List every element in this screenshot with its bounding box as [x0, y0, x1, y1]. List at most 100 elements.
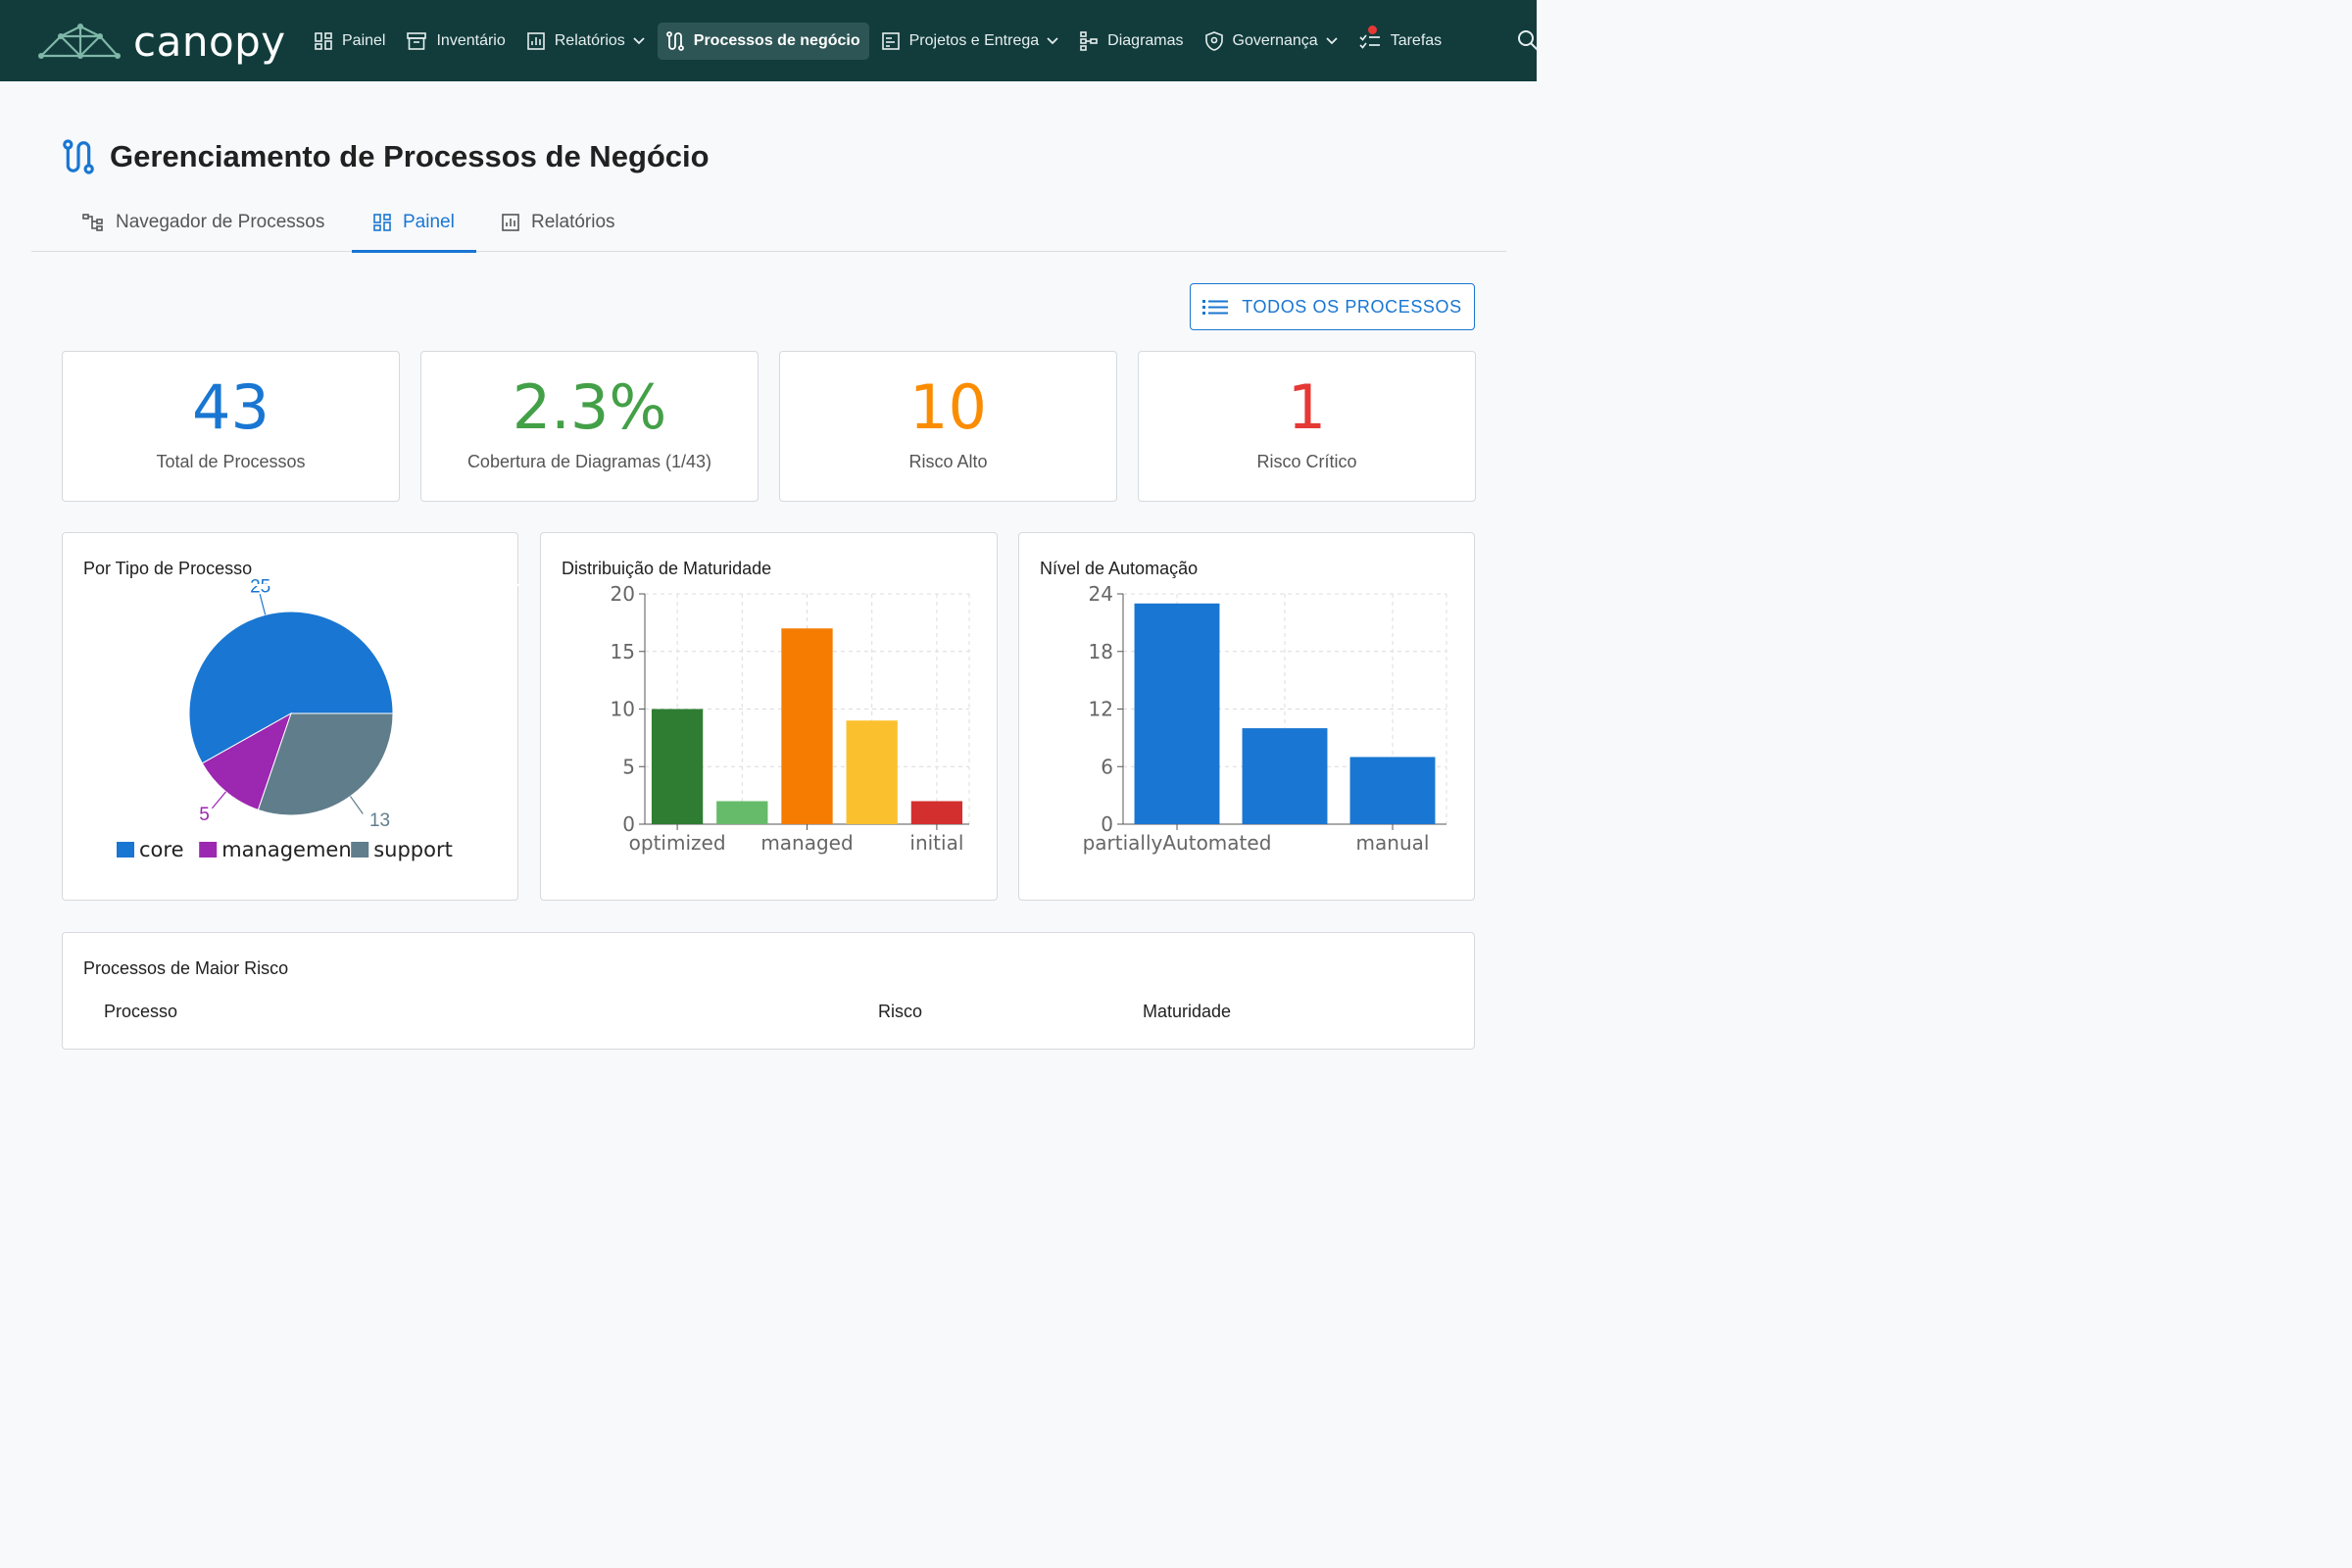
top-navigation-bar: canopy Painel Inventário Relatórios Proc…	[0, 0, 1539, 81]
nav-item-label: Diagramas	[1107, 32, 1184, 49]
nav-item-processos[interactable]: Processos de negócio	[657, 23, 869, 60]
column-header-processo[interactable]: Processo	[104, 1002, 178, 1021]
stat-value: 10	[909, 371, 987, 443]
tab-painel[interactable]: Painel	[352, 192, 476, 253]
bar-2[interactable]	[1349, 757, 1436, 824]
legend-label-core[interactable]: core	[139, 838, 184, 861]
stat-value: 1	[1287, 371, 1327, 443]
bar-0[interactable]	[1134, 603, 1220, 824]
x-tick-label: manual	[1356, 831, 1430, 855]
x-tick-label: optimized	[629, 831, 726, 855]
y-tick-label: 15	[611, 640, 635, 663]
stat-label: Total de Processos	[156, 452, 306, 471]
stat-label: Cobertura de Diagramas (1/43)	[466, 452, 712, 471]
pie-value-label: 5	[199, 805, 210, 825]
search-icon	[1518, 30, 1539, 51]
tab-label: Navegador de Processos	[116, 211, 325, 232]
bar-0[interactable]	[651, 709, 704, 825]
nav-item-tarefas[interactable]: Tarefas	[1350, 23, 1450, 60]
nav-item-painel[interactable]: Painel	[306, 23, 394, 60]
y-tick-label: 6	[1101, 755, 1113, 778]
report-icon	[526, 32, 545, 50]
pie-value-label: 13	[369, 810, 390, 831]
report-icon	[502, 213, 519, 231]
tab-label: Relatórios	[531, 211, 615, 232]
brand-name: canopy	[133, 18, 286, 66]
y-tick-label: 12	[1089, 698, 1113, 721]
project-icon	[881, 32, 900, 50]
page-header: Gerenciamento de Processos de Negócio	[63, 139, 710, 174]
nav-item-label: Processos de negócio	[693, 32, 860, 49]
nav-item-label: Tarefas	[1390, 32, 1443, 49]
y-tick-label: 10	[611, 698, 635, 721]
chart-title: Por Tipo de Processo	[83, 559, 253, 578]
pie-value-label: 25	[250, 576, 270, 597]
chevron-down-icon	[1326, 37, 1338, 45]
bar-2[interactable]	[781, 628, 833, 824]
search-button[interactable]	[1517, 29, 1539, 56]
stat-value: 2.3%	[512, 371, 667, 443]
nav-item-relatorios[interactable]: Relatórios	[518, 23, 654, 60]
tab-label: Painel	[403, 211, 455, 232]
chevron-down-icon	[633, 37, 645, 45]
pie-label-leader	[350, 796, 364, 814]
bar-3[interactable]	[846, 720, 898, 824]
nav-item-label: Projetos e Entrega	[908, 32, 1040, 49]
stat-card-critical-risk: 1 Risco Crítico	[1138, 351, 1476, 502]
legend-label-management[interactable]: management	[221, 838, 360, 861]
archive-icon	[407, 32, 427, 50]
legend-swatch-core	[117, 842, 134, 858]
maturity-bar-chart: 0 5 10 15 20 optimized managed initial	[611, 582, 970, 855]
pie-label-leader	[211, 791, 226, 809]
chart-title: Nível de Automação	[1040, 559, 1199, 578]
process-icon	[665, 31, 684, 51]
bar-1[interactable]	[1242, 728, 1328, 824]
stat-card-total: 43 Total de Processos	[62, 351, 400, 502]
legend-swatch-support	[351, 842, 369, 858]
shield-icon	[1204, 31, 1223, 51]
y-tick-label: 0	[622, 812, 635, 836]
all-processes-button[interactable]: TODOS OS PROCESSOS	[1190, 283, 1475, 330]
y-tick-label: 5	[622, 755, 635, 778]
x-tick-label: managed	[760, 831, 853, 855]
brand-logo[interactable]: canopy	[37, 18, 286, 66]
legend-swatch-management	[199, 842, 218, 858]
nav-item-inventario[interactable]: Inventário	[398, 23, 514, 60]
stat-value: 43	[192, 371, 270, 443]
chevron-down-icon	[1047, 37, 1058, 45]
nav-item-label: Painel	[342, 32, 386, 49]
stat-card-high-risk: 10 Risco Alto	[779, 351, 1117, 502]
pie-slice-management[interactable]	[201, 711, 292, 811]
notification-dot	[1367, 25, 1377, 34]
nav-item-diagramas[interactable]: Diagramas	[1071, 23, 1192, 60]
chart-title: Distribuição de Maturidade	[562, 559, 772, 578]
bar-4[interactable]	[910, 801, 963, 825]
stat-card-coverage: 2.3% Cobertura de Diagramas (1/43)	[420, 351, 759, 502]
stat-label: Risco Crítico	[1256, 452, 1357, 471]
legend-label-support[interactable]: support	[373, 838, 453, 861]
x-tick-label: initial	[909, 831, 963, 855]
tab-navegador[interactable]: Navegador de Processos	[82, 192, 324, 252]
pie-label-leader	[259, 593, 267, 615]
label-clip-mask	[63, 584, 519, 586]
nav-item-governanca[interactable]: Governança	[1197, 23, 1347, 60]
nav-item-label: Inventário	[436, 32, 506, 49]
bar-1[interactable]	[716, 801, 768, 825]
x-tick-label: partiallyAutomated	[1083, 831, 1272, 855]
tab-relatorios[interactable]: Relatórios	[502, 192, 615, 252]
process-icon	[63, 139, 94, 174]
main-nav: Painel Inventário Relatórios Processos d…	[306, 22, 1454, 61]
nav-item-label: Governança	[1232, 32, 1318, 49]
all-processes-label: TODOS OS PROCESSOS	[1242, 296, 1462, 317]
pie-chart: 25 5 13 core management support	[63, 576, 519, 861]
page-title: Gerenciamento de Processos de Negócio	[110, 139, 710, 173]
diagram-icon	[1080, 31, 1098, 51]
automation-card: Nível de Automação 0 6 12 18 24 partiallyAuto…	[1018, 532, 1475, 901]
stat-label: Risco Alto	[908, 452, 988, 471]
nav-item-projetos[interactable]: Projetos e Entrega	[873, 23, 1068, 60]
column-header-maturidade[interactable]: Maturidade	[1143, 1002, 1232, 1021]
column-header-risco[interactable]: Risco	[878, 1002, 923, 1021]
y-tick-label: 18	[1089, 640, 1113, 663]
pie-slice-core[interactable]	[188, 611, 394, 764]
y-tick-label: 0	[1101, 812, 1113, 836]
